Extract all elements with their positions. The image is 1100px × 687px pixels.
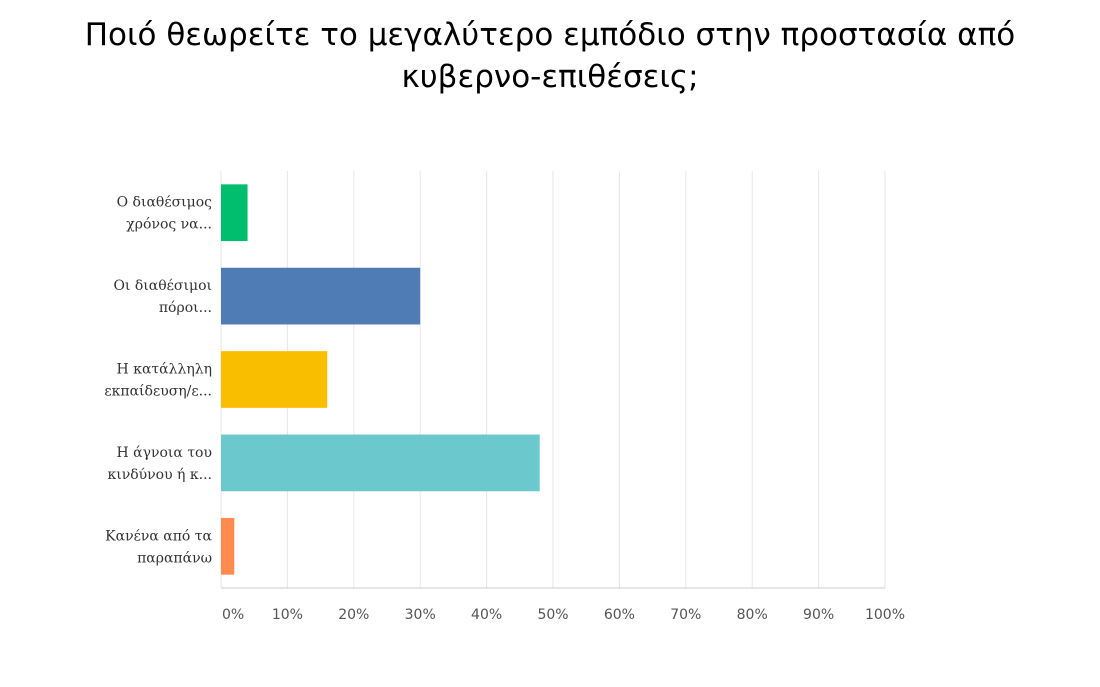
category-label: Κανένα από τα παραπάνω — [105, 527, 212, 566]
x-tick-label: 10% — [272, 607, 303, 623]
category-label: Οι διαθέσιμοι πόροι... — [113, 277, 212, 316]
x-tick-label: 100% — [865, 607, 905, 623]
x-tick-label: 40% — [471, 607, 502, 623]
bar — [221, 267, 421, 325]
x-tick-label: 30% — [405, 607, 436, 623]
gridlines — [220, 171, 886, 588]
category-label: Η άγνοια του κινδύνου ή κ... — [107, 445, 212, 483]
x-tick-labels: 0% 10% 20% 30% 40% 50% 60% 70% 80% 90% 100% — [222, 607, 905, 623]
category-label-line: πόροι... — [159, 300, 212, 316]
bar — [221, 434, 540, 492]
category-label-line: εκπαίδευση/ε... — [104, 383, 212, 400]
x-tick-label: 20% — [338, 607, 369, 623]
bar — [221, 517, 235, 575]
category-label-line: Ο διαθέσιμος — [117, 194, 213, 211]
x-tick-label: 70% — [670, 607, 701, 623]
category-label-line: Η άγνοια του — [117, 445, 213, 461]
chart-title-line1: Ποιό θεωρείτε το μεγαλύτερο εμπόδιο στην… — [84, 17, 1016, 53]
category-labels: Ο διαθέσιμος χρόνος να... Οι διαθέσιμοι πόρ… — [104, 194, 212, 567]
x-tick-label: 80% — [737, 607, 768, 623]
category-label-line: Κανένα από τα — [105, 527, 212, 544]
category-label-line: Η κατάλληλη — [117, 362, 212, 378]
category-label-line: παραπάνω — [137, 550, 212, 566]
category-label: Η κατάλληλη εκπαίδευση/ε... — [104, 362, 212, 400]
x-tick-label: 0% — [222, 607, 244, 623]
bars — [221, 184, 540, 575]
x-tick-label: 60% — [604, 607, 635, 623]
x-tick-label: 90% — [803, 607, 834, 623]
bar — [221, 184, 248, 242]
x-tick-label: 50% — [537, 607, 568, 623]
bar — [221, 351, 328, 408]
chart-title: Ποιό θεωρείτε το μεγαλύτερο εμπόδιο στην… — [0, 14, 1100, 98]
category-label-line: χρόνος να... — [126, 217, 212, 233]
category-label-line: Οι διαθέσιμοι — [113, 277, 212, 294]
category-label: Ο διαθέσιμος χρόνος να... — [117, 194, 213, 233]
chart-title-line2: κυβερνο-επιθέσεις; — [401, 59, 699, 95]
category-label-line: κινδύνου ή κ... — [107, 467, 212, 483]
